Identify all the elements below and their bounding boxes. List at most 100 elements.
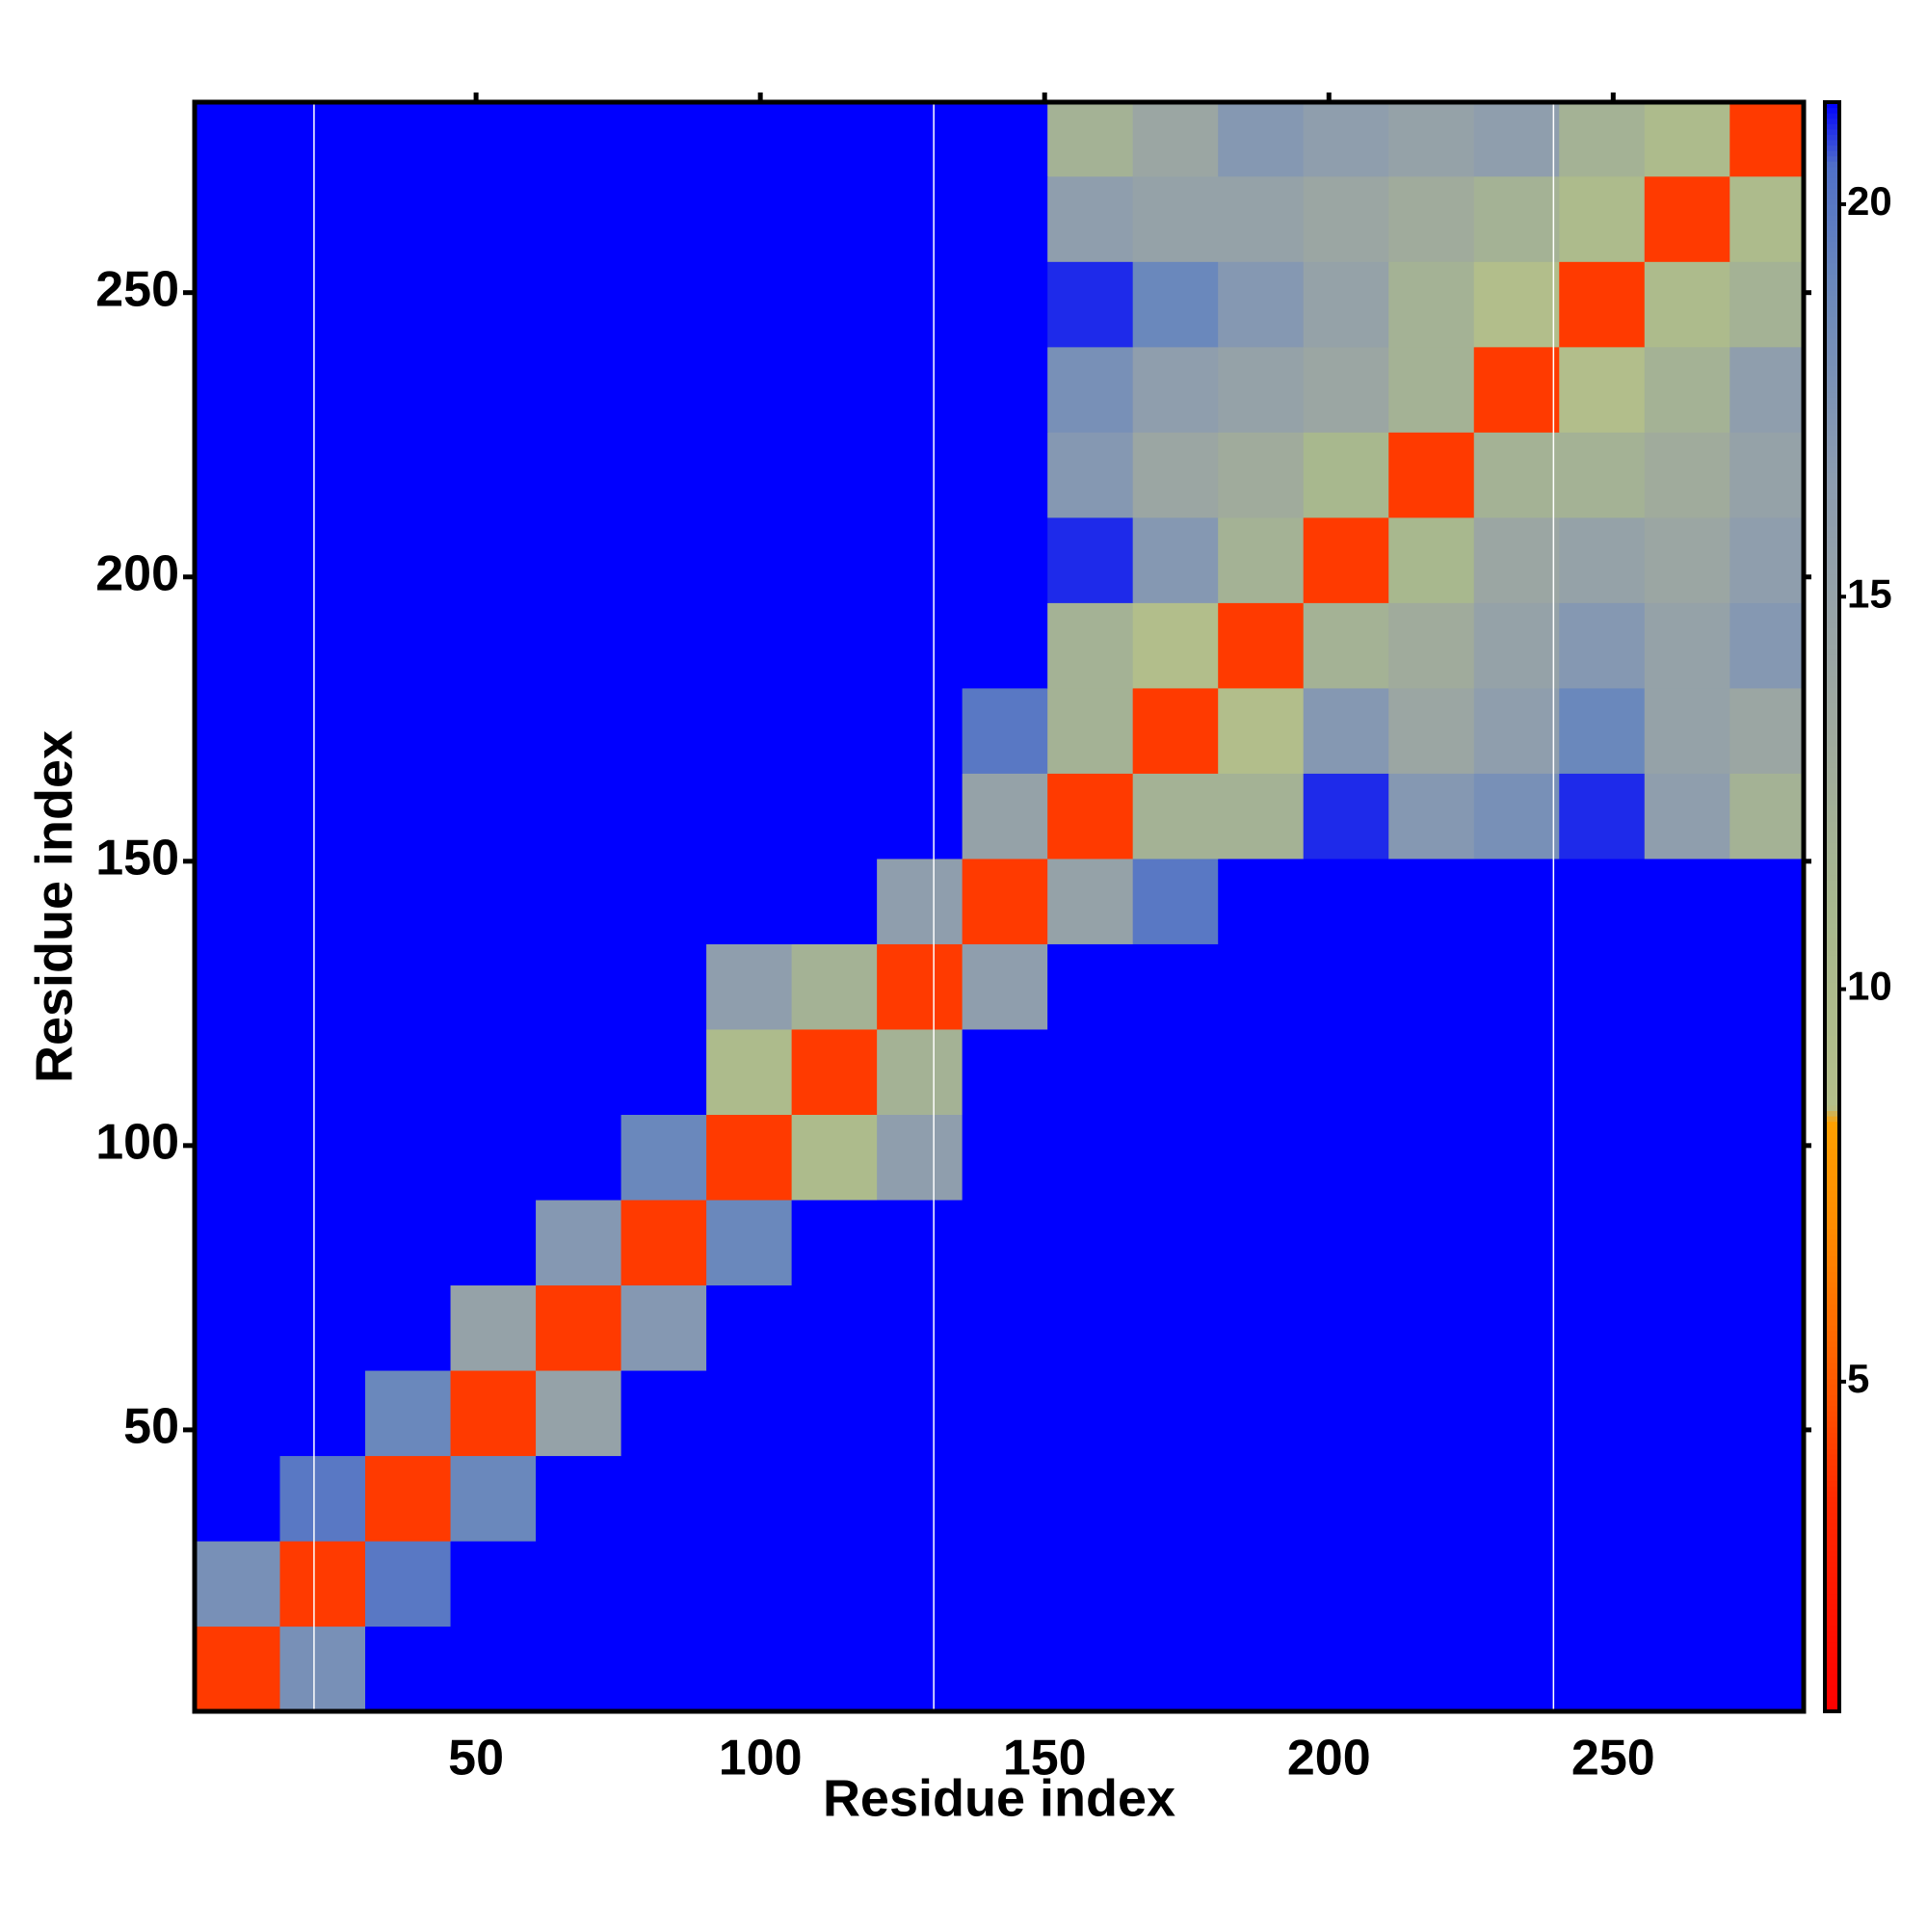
- colorbar-slice: [1825, 134, 1839, 141]
- colorbar-slice: [1825, 756, 1839, 763]
- heatmap-cell: [450, 261, 537, 348]
- heatmap-cell: [1218, 261, 1305, 348]
- heatmap-cell: [1218, 773, 1305, 860]
- colorbar-slice: [1825, 1384, 1839, 1390]
- heatmap-cell: [791, 1028, 878, 1115]
- heatmap-cell: [962, 1626, 1048, 1711]
- heatmap-cell: [279, 1626, 366, 1711]
- heatmap-cell: [450, 1028, 537, 1115]
- colorbar-slice: [1825, 445, 1839, 452]
- colorbar-slice: [1825, 1475, 1839, 1482]
- colorbar-slice: [1825, 289, 1839, 296]
- colorbar-slice: [1825, 644, 1839, 650]
- colorbar-slice: [1825, 1357, 1839, 1363]
- heatmap-cell: [365, 773, 452, 860]
- colorbar-slice: [1825, 928, 1839, 935]
- heatmap-cell: [620, 1114, 707, 1201]
- heatmap-cell: [1559, 773, 1646, 860]
- heatmap-cell: [877, 1455, 964, 1542]
- heatmap-cell: [365, 1455, 452, 1542]
- colorbar-slice: [1825, 1314, 1839, 1321]
- colorbar-slice: [1825, 1513, 1839, 1520]
- colorbar-slice: [1825, 606, 1839, 613]
- colorbar-slice: [1825, 659, 1839, 666]
- heatmap-cell: [1729, 1028, 1804, 1115]
- heatmap-cell: [791, 687, 878, 774]
- colorbar-slice: [1825, 895, 1839, 902]
- colorbar-slice: [1825, 1599, 1839, 1605]
- colorbar-slice: [1825, 172, 1839, 178]
- colorbar-slice: [1825, 1250, 1839, 1257]
- colorbar-slice: [1825, 901, 1839, 908]
- heatmap-cell: [279, 346, 366, 433]
- colorbar-slice: [1825, 922, 1839, 929]
- colorbar-slice: [1825, 1255, 1839, 1261]
- heatmap-cell: [195, 687, 281, 774]
- heatmap-cell: [1132, 175, 1219, 262]
- colorbar-slice: [1825, 847, 1839, 854]
- colorbar-slice: [1825, 107, 1839, 114]
- heatmap-cell: [962, 602, 1048, 689]
- heatmap-cell: [365, 432, 452, 518]
- x-tick-label: 200: [1287, 1731, 1371, 1786]
- heatmap-cell: [620, 858, 707, 944]
- colorbar-slice: [1825, 1363, 1839, 1369]
- heatmap-cell: [1303, 1455, 1389, 1542]
- colorbar-slice: [1825, 1426, 1839, 1434]
- heatmap-cell: [1132, 261, 1219, 348]
- x-tick-label: 250: [1571, 1731, 1655, 1786]
- colorbar-slice: [1825, 176, 1839, 183]
- heatmap-cell: [195, 432, 281, 518]
- colorbar-slice: [1825, 1336, 1839, 1342]
- colorbar-slice: [1825, 1689, 1839, 1696]
- colorbar-slice: [1825, 633, 1839, 640]
- heatmap-cell: [536, 773, 622, 860]
- heatmap-cell: [706, 1028, 793, 1115]
- heatmap-cell: [1644, 102, 1730, 177]
- colorbar-slice: [1825, 1078, 1839, 1085]
- heatmap-cell: [1132, 1114, 1219, 1201]
- heatmap-cell: [1644, 1369, 1730, 1457]
- heatmap-cell: [1559, 346, 1646, 433]
- colorbar-slice: [1825, 493, 1839, 500]
- heatmap-cell: [195, 602, 281, 689]
- colorbar-slice: [1825, 251, 1839, 258]
- heatmap-cell: [1473, 773, 1560, 860]
- heatmap-cell: [1729, 175, 1804, 262]
- colorbar-slice: [1825, 1539, 1839, 1546]
- colorbar-slice: [1825, 450, 1839, 457]
- heatmap-cell: [1388, 1369, 1475, 1457]
- heatmap-cell: [1473, 346, 1560, 433]
- heatmap-cell: [450, 346, 537, 433]
- heatmap-cell: [536, 1284, 622, 1371]
- heatmap-cell: [1047, 261, 1134, 348]
- heatmap-cell: [1559, 1455, 1646, 1542]
- colorbar-slice: [1825, 1641, 1839, 1648]
- heatmap-cell: [536, 102, 622, 177]
- colorbar-slice: [1825, 966, 1839, 972]
- heatmap-cell: [1303, 516, 1389, 603]
- colorbar-slice: [1825, 1453, 1839, 1460]
- colorbar-slice: [1825, 740, 1839, 747]
- heatmap-cell: [365, 602, 452, 689]
- heatmap-cell: [791, 943, 878, 1030]
- heatmap-cell: [620, 943, 707, 1030]
- heatmap-cell: [962, 1199, 1048, 1286]
- heatmap-cell: [620, 432, 707, 518]
- colorbar-slice: [1825, 1550, 1839, 1557]
- heatmap-cell: [195, 1369, 281, 1457]
- heatmap-cell: [1047, 943, 1134, 1030]
- colorbar-slice: [1825, 761, 1839, 768]
- heatmap-cell: [536, 432, 622, 518]
- heatmap-cell: [195, 346, 281, 433]
- heatmap-cell: [1644, 602, 1730, 689]
- colorbar-slice: [1825, 1416, 1839, 1422]
- heatmap-cell: [877, 346, 964, 433]
- heatmap-cell: [450, 943, 537, 1030]
- plot-frame: [192, 99, 1807, 1714]
- colorbar-slice: [1825, 681, 1839, 688]
- colorbar-slice: [1825, 600, 1839, 607]
- heatmap-cell: [450, 432, 537, 518]
- colorbar-slice: [1825, 295, 1839, 302]
- heatmap-cell: [962, 102, 1048, 177]
